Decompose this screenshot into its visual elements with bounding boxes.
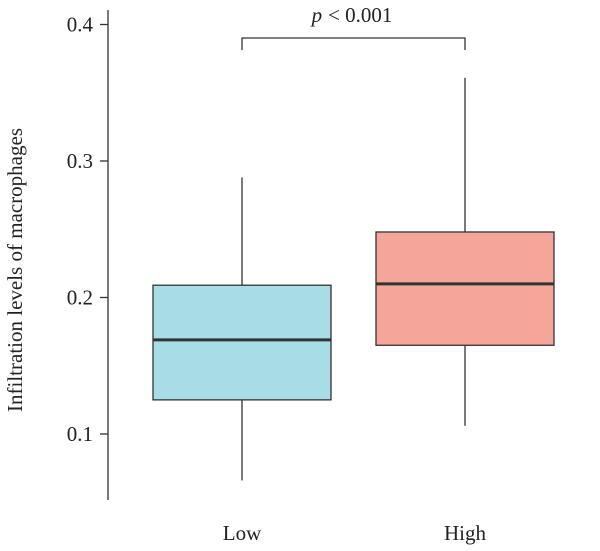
y-tick-label: 0.3 — [67, 149, 93, 173]
y-tick-label: 0.4 — [67, 13, 94, 37]
x-tick-label-high: High — [444, 521, 487, 545]
x-tick-label-low: Low — [223, 521, 262, 545]
y-tick-label: 0.2 — [67, 286, 93, 310]
p-value-annotation: p < 0.001 — [310, 3, 393, 27]
box-high — [375, 231, 555, 346]
p-value-text: < 0.001 — [328, 3, 392, 27]
p-value-symbol: p — [310, 3, 323, 27]
y-tick-label: 0.1 — [67, 422, 93, 446]
plot-area: 0.1 0.2 0.3 0.4 Low High — [67, 10, 555, 545]
box-low — [152, 284, 332, 401]
significance-bracket — [241, 37, 466, 50]
y-axis-title: Infiltration levels of macrophages — [3, 128, 27, 412]
